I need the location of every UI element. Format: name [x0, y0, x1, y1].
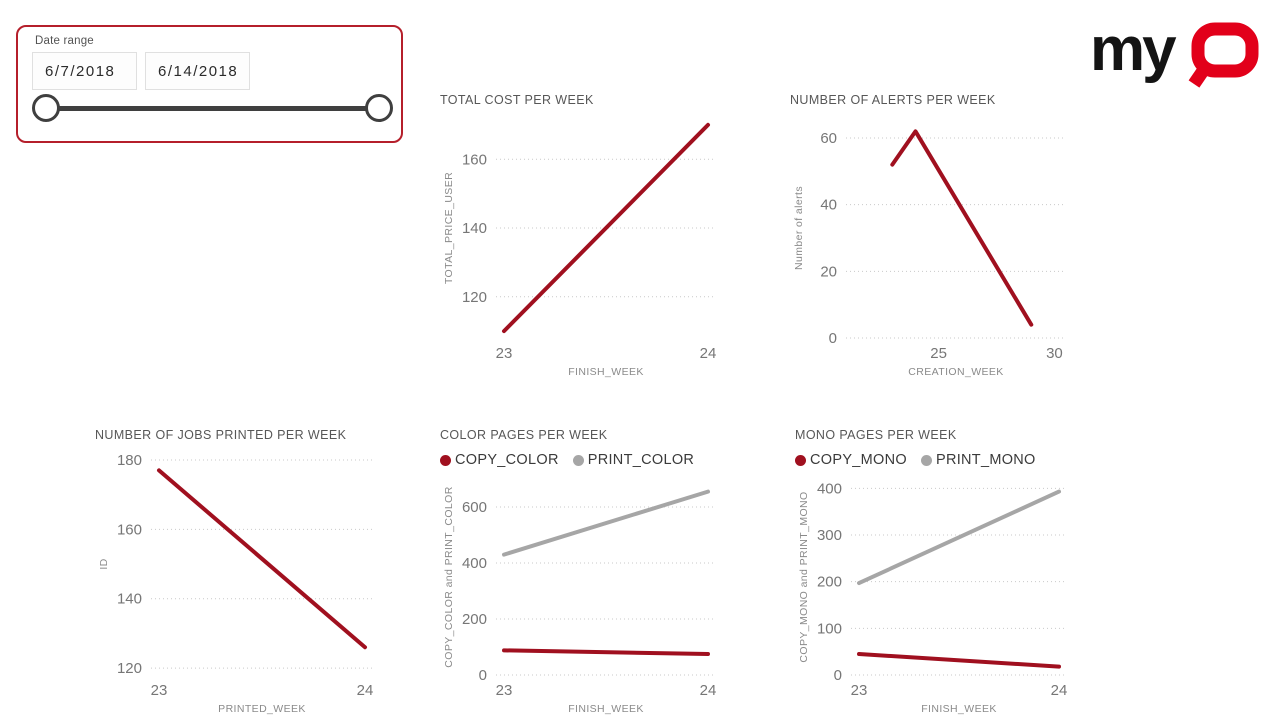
y-tick-label: 140: [117, 591, 142, 608]
y-tick-label: 160: [117, 521, 142, 538]
legend-dot-icon: [572, 454, 584, 466]
logo-text-my: my: [1093, 18, 1177, 84]
x-tick-label: 23: [151, 682, 168, 699]
x-axis-title: CREATION_WEEK: [908, 366, 1003, 378]
y-tick-label: 400: [462, 555, 487, 572]
legend-item[interactable]: PRINT_COLOR: [572, 452, 695, 468]
chart-title: MONO PAGES PER WEEK: [795, 428, 957, 442]
x-tick-label: 23: [851, 682, 868, 699]
legend-item[interactable]: PRINT_MONO: [920, 452, 1036, 468]
line-chart-total-cost[interactable]: 120 140 160 23 24 FINISH_WEEK TOTAL_PRICE_USER: [440, 108, 730, 380]
x-tick-label: 24: [357, 682, 374, 699]
y-tick-label: 20: [820, 263, 837, 280]
series-line-Number of alerts[interactable]: [890, 129, 1034, 327]
legend-label: COPY_COLOR: [455, 452, 559, 468]
y-tick-label: 120: [462, 289, 487, 306]
y-tick-label: 100: [817, 620, 842, 637]
date-range-label: Date range: [35, 35, 94, 47]
date-range-slicer: Date range 6/7/2018 6/14/2018: [16, 25, 403, 143]
y-tick-label: 200: [462, 611, 487, 628]
myq-logo: my: [1090, 15, 1263, 88]
chart-title: COLOR PAGES PER WEEK: [440, 428, 608, 442]
chart-number-of-alerts-per-week: NUMBER OF ALERTS PER WEEK 0 20 40 60 25 30 CRE…: [780, 84, 1080, 380]
y-tick-label: 160: [462, 151, 487, 168]
y-tick-label: 180: [117, 452, 142, 469]
legend-label: PRINT_COLOR: [587, 452, 695, 468]
chart-legend: COPY_MONO PRINT_MONO: [795, 451, 1081, 469]
slider-handle-start[interactable]: [32, 94, 60, 122]
x-tick-label: 24: [700, 682, 717, 699]
legend-dot-icon: [795, 454, 806, 466]
myq-logo-svg: my: [1090, 15, 1259, 88]
chart-total-cost-per-week: TOTAL COST PER WEEK 120 140 160 23 24 FINISH_…: [430, 84, 730, 380]
series-line-COPY_COLOR[interactable]: [502, 648, 710, 656]
x-axis-title: PRINTED_WEEK: [218, 703, 306, 715]
end-date-input[interactable]: 6/14/2018: [145, 52, 250, 90]
chart-color-pages-per-week: COLOR PAGES PER WEEK COPY_COLOR PRINT_COL…: [430, 419, 730, 717]
series-line-TOTAL_PRICE_USER[interactable]: [502, 122, 710, 334]
legend-item[interactable]: COPY_MONO: [795, 452, 907, 468]
series-line-PRINT_COLOR[interactable]: [502, 489, 710, 557]
y-axis-title: Number of alerts: [793, 186, 805, 270]
chart-title: NUMBER OF JOBS PRINTED PER WEEK: [95, 428, 347, 442]
x-tick-label: 24: [1051, 682, 1068, 699]
chart-mono-pages-per-week: MONO PAGES PER WEEK COPY_MONO PRINT_MONO …: [785, 419, 1081, 717]
y-tick-label: 120: [117, 660, 142, 677]
x-axis-title: FINISH_WEEK: [921, 703, 997, 715]
y-tick-label: 400: [817, 480, 842, 497]
y-tick-label: 200: [817, 574, 842, 591]
legend-label: COPY_MONO: [810, 452, 907, 468]
line-chart-jobs-printed[interactable]: 120 140 160 180 23 24 PRINTED_WEEK ID: [95, 443, 387, 717]
x-axis-title: FINISH_WEEK: [568, 366, 644, 378]
chart-jobs-printed-per-week: NUMBER OF JOBS PRINTED PER WEEK 120 140 16…: [85, 419, 387, 717]
series-line-PRINT_MONO[interactable]: [857, 489, 1061, 586]
legend-dot-icon: [920, 454, 932, 466]
start-date-input[interactable]: 6/7/2018: [32, 52, 137, 90]
y-tick-label: 300: [817, 527, 842, 544]
logo-q-ring: [1191, 22, 1259, 78]
legend-dot-icon: [440, 454, 451, 466]
x-tick-label: 23: [496, 345, 513, 362]
x-tick-label: 24: [700, 345, 717, 362]
chart-title: TOTAL COST PER WEEK: [440, 93, 594, 107]
y-axis-title: TOTAL_PRICE_USER: [443, 172, 455, 284]
line-chart-color-pages[interactable]: 0 200 400 600 23 24 FINISH_WEEK COPY_COLOR and …: [440, 469, 730, 717]
logo-q-tail: [1188, 61, 1213, 88]
y-axis-title: COPY_COLOR and PRINT_COLOR: [443, 486, 455, 667]
date-range-slider-track[interactable]: [45, 106, 378, 111]
series-line-ID[interactable]: [157, 468, 367, 650]
y-tick-label: 0: [479, 667, 487, 684]
line-chart-mono-pages[interactable]: 0 100 200 300 400 23 24 FINISH_WEEK COPY_MONO an…: [795, 469, 1081, 717]
y-tick-label: 0: [834, 667, 842, 684]
x-tick-label: 30: [1046, 345, 1063, 362]
slider-handle-end[interactable]: [365, 94, 393, 122]
y-tick-label: 60: [820, 130, 837, 147]
legend-item[interactable]: COPY_COLOR: [440, 452, 559, 468]
legend-label: PRINT_MONO: [935, 452, 1036, 468]
x-axis-title: FINISH_WEEK: [568, 703, 644, 715]
y-tick-label: 0: [829, 330, 837, 347]
y-tick-label: 600: [462, 499, 487, 516]
chart-legend: COPY_COLOR PRINT_COLOR: [440, 451, 730, 469]
x-tick-label: 25: [930, 345, 947, 362]
chart-title: NUMBER OF ALERTS PER WEEK: [790, 93, 996, 107]
y-tick-label: 140: [462, 220, 487, 237]
line-chart-alerts[interactable]: 0 20 40 60 25 30 CREATION_WEEK Number of alerts: [790, 108, 1080, 380]
x-tick-label: 23: [496, 682, 513, 699]
y-axis-title: COPY_MONO and PRINT_MONO: [798, 491, 810, 662]
series-line-COPY_MONO[interactable]: [857, 652, 1061, 669]
y-axis-title: ID: [98, 558, 110, 569]
y-tick-label: 40: [820, 197, 837, 214]
